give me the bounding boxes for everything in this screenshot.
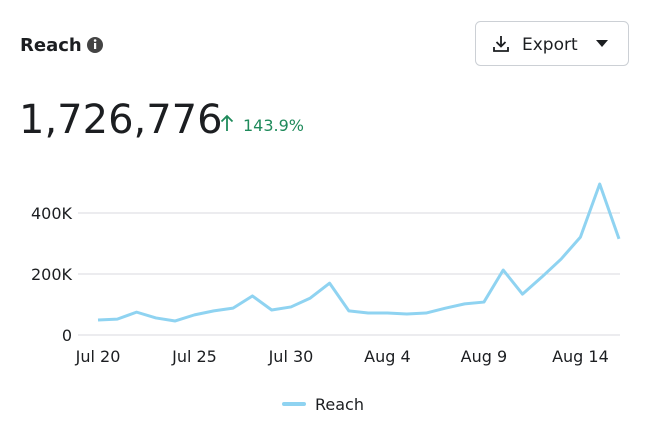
x-tick-label: Aug 4 xyxy=(364,347,411,366)
export-button[interactable]: Export xyxy=(475,21,629,66)
info-icon[interactable] xyxy=(87,37,103,53)
x-tick-label: Aug 9 xyxy=(461,347,508,366)
total-value: 1,726,776 xyxy=(19,97,223,143)
up-arrow xyxy=(220,114,234,131)
x-tick-label: Jul 30 xyxy=(268,347,314,366)
reach-line xyxy=(97,182,621,323)
change-value: 143.9% xyxy=(243,116,304,135)
y-tick-label: 400K xyxy=(31,204,73,223)
x-tick-label: Aug 14 xyxy=(552,347,609,366)
export-label: Export xyxy=(522,35,578,55)
x-tick-label: Jul 25 xyxy=(171,347,217,366)
y-tick-label: 200K xyxy=(31,265,73,284)
x-tick-label: Jul 20 xyxy=(75,347,121,366)
card-title: Reach xyxy=(20,35,82,56)
legend-label: Reach xyxy=(315,395,364,414)
y-tick-label: 0 xyxy=(62,326,72,345)
